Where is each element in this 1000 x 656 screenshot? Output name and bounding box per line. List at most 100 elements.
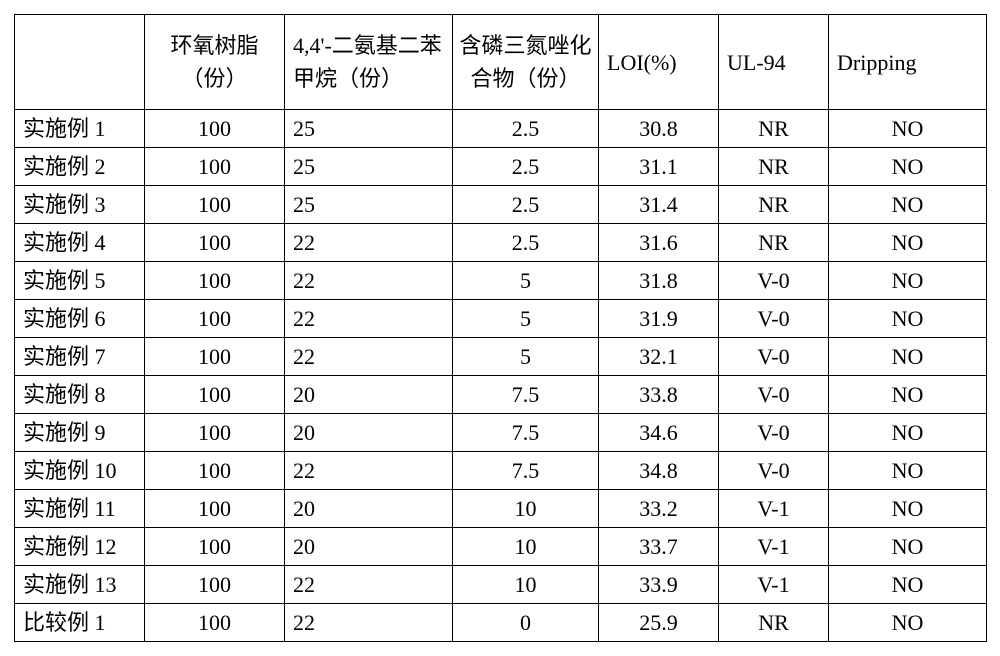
table-cell: 25 (285, 110, 453, 148)
table-cell: 31.1 (599, 148, 719, 186)
table-cell: V-1 (719, 566, 829, 604)
table-cell: NO (829, 262, 987, 300)
table-cell: 25 (285, 186, 453, 224)
table-cell: 25 (285, 148, 453, 186)
table-row: 实施例 1100252.530.8NRNO (15, 110, 987, 148)
table-cell: 10 (453, 566, 599, 604)
table-row: 实施例 610022531.9V-0NO (15, 300, 987, 338)
table-cell: 100 (145, 414, 285, 452)
col-header-loi: LOI(%) (599, 15, 719, 110)
table-cell: V-0 (719, 338, 829, 376)
col-header-ddm: 4,4'-二氨基二苯甲烷（份） (285, 15, 453, 110)
table-cell: V-1 (719, 490, 829, 528)
table-cell: 实施例 12 (15, 528, 145, 566)
table-row: 实施例 510022531.8V-0NO (15, 262, 987, 300)
table-cell: NO (829, 490, 987, 528)
table-cell: 实施例 3 (15, 186, 145, 224)
table-cell: NR (719, 224, 829, 262)
table-cell: 25.9 (599, 604, 719, 642)
table-cell: 22 (285, 452, 453, 490)
table-cell: 33.9 (599, 566, 719, 604)
table-cell: NO (829, 224, 987, 262)
table-cell: NO (829, 566, 987, 604)
table-cell: 32.1 (599, 338, 719, 376)
table-cell: V-0 (719, 300, 829, 338)
table-cell: 100 (145, 148, 285, 186)
table-cell: 100 (145, 376, 285, 414)
table-cell: 20 (285, 376, 453, 414)
table-row: 实施例 9100207.534.6V-0NO (15, 414, 987, 452)
table-cell: 2.5 (453, 186, 599, 224)
table-cell: 100 (145, 490, 285, 528)
table-cell: NO (829, 452, 987, 490)
table-cell: 2.5 (453, 148, 599, 186)
table-row: 比较例 110022025.9NRNO (15, 604, 987, 642)
col-header-epoxy-resin: 环氧树脂（份） (145, 15, 285, 110)
table-cell: NO (829, 338, 987, 376)
table-cell: 0 (453, 604, 599, 642)
table-cell: NO (829, 376, 987, 414)
table-cell: 22 (285, 224, 453, 262)
table-cell: 100 (145, 528, 285, 566)
table-cell: 100 (145, 300, 285, 338)
table-cell: V-0 (719, 414, 829, 452)
flame-retardancy-table: 环氧树脂（份） 4,4'-二氨基二苯甲烷（份） 含磷三氮唑化合物（份） LOI(… (14, 14, 987, 642)
table-cell: 实施例 4 (15, 224, 145, 262)
table-cell: NO (829, 604, 987, 642)
table-cell: 30.8 (599, 110, 719, 148)
table-cell: NR (719, 110, 829, 148)
table-cell: 22 (285, 262, 453, 300)
table-cell: 33.8 (599, 376, 719, 414)
table-cell: 22 (285, 338, 453, 376)
table-cell: 实施例 9 (15, 414, 145, 452)
table-cell: NR (719, 604, 829, 642)
table-cell: 22 (285, 604, 453, 642)
table-body: 实施例 1100252.530.8NRNO实施例 2100252.531.1NR… (15, 110, 987, 642)
table-cell: NR (719, 148, 829, 186)
table-row: 实施例 10100227.534.8V-0NO (15, 452, 987, 490)
table-row: 实施例 2100252.531.1NRNO (15, 148, 987, 186)
table-cell: 22 (285, 566, 453, 604)
table-cell: 5 (453, 338, 599, 376)
table-cell: 实施例 7 (15, 338, 145, 376)
table-cell: NO (829, 300, 987, 338)
table-cell: 34.8 (599, 452, 719, 490)
table-cell: NO (829, 148, 987, 186)
table-cell: 100 (145, 604, 285, 642)
table-cell: 实施例 1 (15, 110, 145, 148)
table-cell: 实施例 8 (15, 376, 145, 414)
table-cell: 2.5 (453, 110, 599, 148)
table-cell: NO (829, 110, 987, 148)
table-cell: 31.4 (599, 186, 719, 224)
table-cell: 100 (145, 566, 285, 604)
table-cell: 22 (285, 300, 453, 338)
table-cell: 5 (453, 262, 599, 300)
table-row: 实施例 710022532.1V-0NO (15, 338, 987, 376)
table-cell: V-0 (719, 376, 829, 414)
table-cell: 实施例 6 (15, 300, 145, 338)
table-cell: 实施例 2 (15, 148, 145, 186)
table-cell: 10 (453, 528, 599, 566)
table-header: 环氧树脂（份） 4,4'-二氨基二苯甲烷（份） 含磷三氮唑化合物（份） LOI(… (15, 15, 987, 110)
table-cell: 实施例 10 (15, 452, 145, 490)
table-cell: 100 (145, 262, 285, 300)
table-cell: 7.5 (453, 414, 599, 452)
table-cell: V-0 (719, 262, 829, 300)
table-cell: NR (719, 186, 829, 224)
table-cell: 31.6 (599, 224, 719, 262)
table-cell: 7.5 (453, 452, 599, 490)
col-header-phosphorus-triazole: 含磷三氮唑化合物（份） (453, 15, 599, 110)
table-cell: 100 (145, 224, 285, 262)
table-cell: 31.9 (599, 300, 719, 338)
table-cell: 5 (453, 300, 599, 338)
table-cell: 33.2 (599, 490, 719, 528)
table-cell: 7.5 (453, 376, 599, 414)
table-row: 实施例 8100207.533.8V-0NO (15, 376, 987, 414)
col-header-ul94: UL-94 (719, 15, 829, 110)
table-cell: 20 (285, 528, 453, 566)
table-cell: 20 (285, 490, 453, 528)
table-cell: V-0 (719, 452, 829, 490)
table-cell: 10 (453, 490, 599, 528)
table-cell: 34.6 (599, 414, 719, 452)
col-header-label (15, 15, 145, 110)
